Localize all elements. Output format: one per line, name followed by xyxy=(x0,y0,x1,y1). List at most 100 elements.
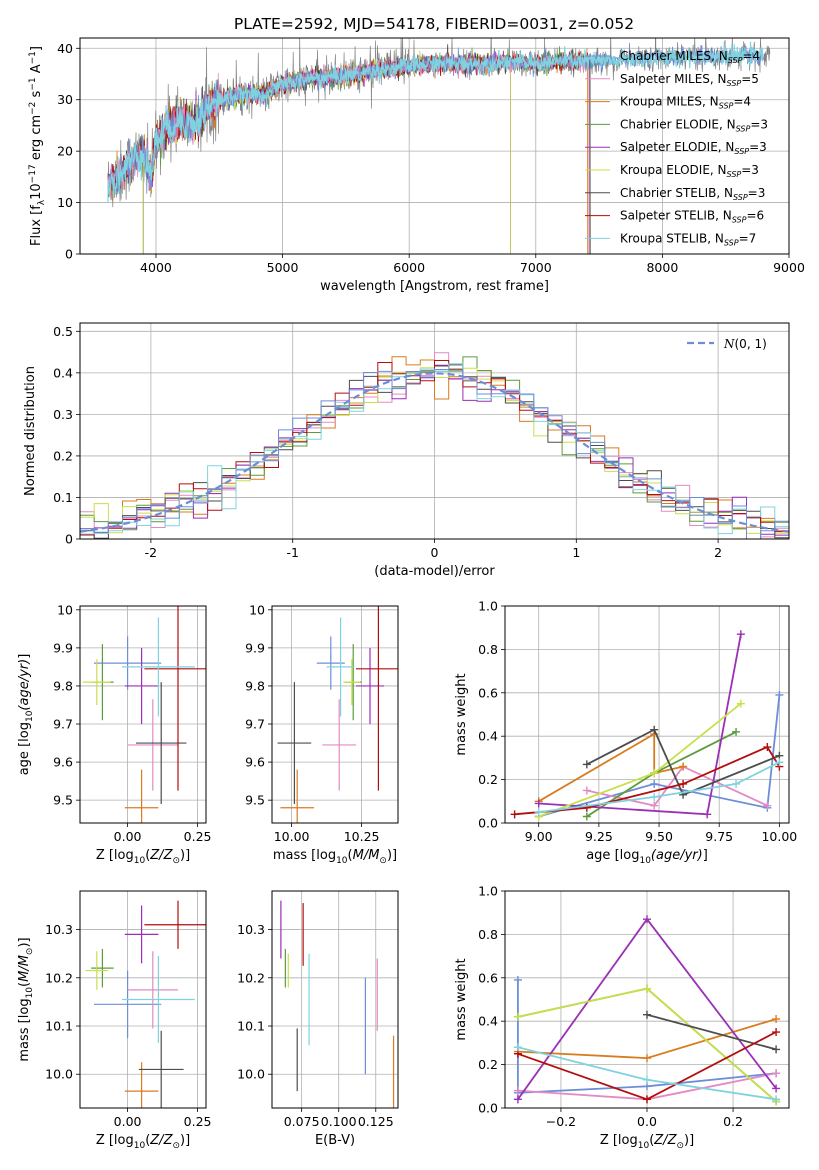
weight-marker xyxy=(679,779,688,788)
grid-age-vs-mass xyxy=(272,606,398,823)
legend-label: Salpeter MILES, NSSP=5 xyxy=(620,72,759,88)
x-tick-label: 0.00 xyxy=(114,829,142,844)
y-tick-label: 9.8 xyxy=(245,678,265,693)
weight-marker xyxy=(763,801,772,810)
x-tick-label: -1 xyxy=(286,545,298,560)
y-tick-label: 10.3 xyxy=(45,922,73,937)
error-bar-point xyxy=(122,617,195,717)
x-tick-label: 1 xyxy=(572,545,580,560)
error-bar-point xyxy=(280,769,314,823)
y-axis-label: Flux [fλ10−17 erg cm−2 s−1 A−1] xyxy=(28,46,47,246)
plot-area-spectrum xyxy=(107,38,771,254)
x-tick-label: 9.25 xyxy=(585,829,613,844)
weight-series-line xyxy=(517,980,777,1094)
weight-series xyxy=(643,1010,781,1054)
error-bar-point xyxy=(136,682,187,804)
weight-marker xyxy=(650,769,659,778)
error-bar-point xyxy=(343,659,361,705)
weight-marker xyxy=(510,810,519,819)
y-tick-label: 9.6 xyxy=(245,755,265,770)
x-axis-label: Z [log10(Z/Z⊙)] xyxy=(96,848,190,866)
x-tick-label: 0.0 xyxy=(637,1114,657,1129)
x-tick-label: 0.125 xyxy=(358,1114,394,1129)
legend-label: N(0, 1) xyxy=(723,337,767,351)
y-tick-label: 0.4 xyxy=(53,365,73,380)
y-tick-label: 0 xyxy=(65,247,73,262)
weight-marker xyxy=(775,758,784,767)
error-bar-point xyxy=(82,659,111,705)
y-tick-label: 10 xyxy=(57,195,73,210)
y-tick-label: 1.0 xyxy=(478,884,498,899)
spectrum-legend: Chabrier MILES, NSSP=4 Salpeter MILES, NS… xyxy=(585,49,768,247)
weight-marker xyxy=(513,1095,522,1104)
legend-label: Kroupa MILES, NSSP=4 xyxy=(620,95,751,111)
weight-marker xyxy=(513,975,522,984)
weight-marker xyxy=(582,812,591,821)
error-bar-point xyxy=(356,647,384,725)
error-bar-point xyxy=(144,900,206,949)
error-bar-point xyxy=(91,948,114,988)
x-axis-label: (data-model)/error xyxy=(374,564,495,579)
y-tick-label: 10 xyxy=(249,602,265,617)
legend-label: Salpeter STELIB, NSSP=6 xyxy=(620,209,764,225)
error-bar-point xyxy=(127,699,178,791)
weight-marker xyxy=(763,743,772,752)
weight-marker xyxy=(772,1084,781,1093)
weight-marker xyxy=(582,786,591,795)
weight-marker xyxy=(650,792,659,801)
y-tick-label: 0.0 xyxy=(478,1101,498,1116)
y-tick-label: 10.2 xyxy=(45,970,73,985)
y-tick-label: 9.7 xyxy=(53,717,73,732)
weight-marker xyxy=(732,727,741,736)
weight-marker xyxy=(513,1012,522,1021)
axes-frame xyxy=(79,37,790,255)
x-tick-label: 9000 xyxy=(773,260,805,275)
y-tick-label: 20 xyxy=(57,144,73,159)
legend-label: Chabrier ELODIE, NSSP=3 xyxy=(620,117,768,133)
error-bar-point xyxy=(127,951,178,1029)
y-tick-label: 9.5 xyxy=(245,793,265,808)
y-tick-label: 10.0 xyxy=(237,1067,265,1082)
weight-series xyxy=(582,727,741,821)
error-bar-point xyxy=(356,606,398,791)
weight-marker xyxy=(775,690,784,699)
plot-area-weight-vs-z xyxy=(513,915,781,1106)
error-bar-point xyxy=(124,1062,159,1108)
weight-marker xyxy=(534,799,543,808)
weight-marker xyxy=(703,810,712,819)
y-tick-label: 9.8 xyxy=(53,678,73,693)
weight-marker xyxy=(643,1095,651,1104)
weight-marker xyxy=(643,1054,651,1063)
weight-marker xyxy=(582,760,591,769)
x-tick-label: 9.75 xyxy=(705,829,733,844)
y-axis-label: mass [log10(M/M⊙)] xyxy=(17,937,35,1061)
weight-marker xyxy=(513,1043,522,1052)
x-tick-label: 0.2 xyxy=(723,1114,743,1129)
y-tick-label: 0.4 xyxy=(478,1014,498,1029)
chart-age-vs-z: 0.00 0.25 9.5 9.6 9.7 9.8 9.9 10 Z [log10(Z/Z⊙)]… xyxy=(17,602,212,866)
y-tick-label: 0.2 xyxy=(478,1057,498,1072)
axes-frame xyxy=(79,605,207,824)
legend-label: Salpeter ELODIE, NSSP=3 xyxy=(620,140,767,156)
error-bar-point xyxy=(277,682,312,804)
chart-residuals: -2 -1 0 1 2 0 0.1 0.2 0.3 0.4 0.5 Normed distributi… xyxy=(23,322,790,579)
x-axis-label: mass [log10(M/M⊙)] xyxy=(273,848,397,866)
x-axis-label: Z [log10(Z/Z⊙)] xyxy=(600,1133,694,1151)
weight-series xyxy=(510,743,784,819)
x-tick-label: 7000 xyxy=(520,260,552,275)
y-tick-label: 9.6 xyxy=(53,755,73,770)
error-bar-point xyxy=(124,769,159,823)
y-tick-label: 40 xyxy=(57,41,73,56)
x-tick-label: 0 xyxy=(431,545,439,560)
error-bar-point xyxy=(94,970,162,1039)
error-bar-point xyxy=(94,636,162,690)
error-bar-point xyxy=(322,699,356,791)
y-tick-label: 0.1 xyxy=(53,490,73,505)
x-tick-label: -2 xyxy=(145,545,157,560)
x-tick-label: 10.25 xyxy=(344,829,380,844)
error-bar-point xyxy=(138,1030,184,1108)
legend-label: Chabrier MILES, NSSP=4 xyxy=(620,49,760,65)
weight-marker xyxy=(772,1069,781,1078)
chart-spectrum: 4000 5000 6000 7000 8000 9000 0 10 20 30 40 Flux [f… xyxy=(28,37,805,294)
